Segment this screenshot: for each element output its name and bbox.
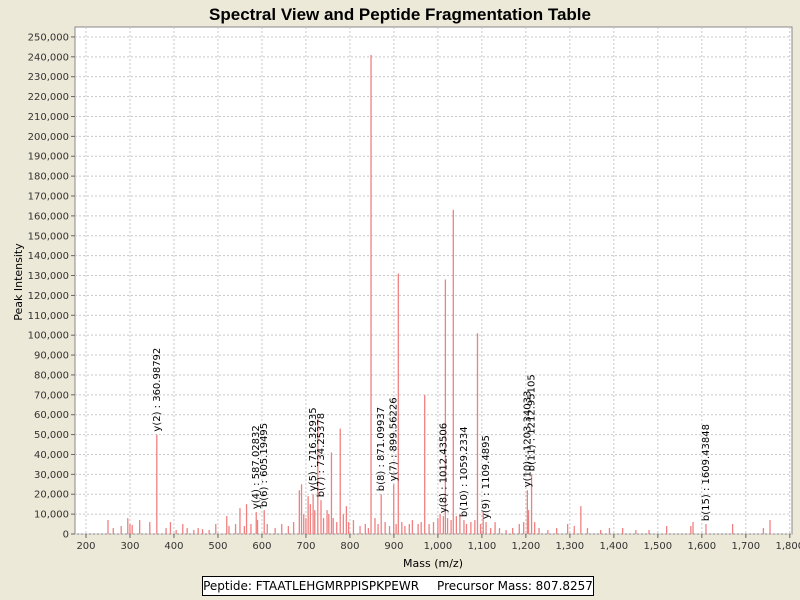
peak-annotation: b(10) : 1059.2334 (459, 426, 470, 517)
peak-annotation: b(6) : 605.19495 (259, 423, 270, 507)
peak-annotation: b(11) : 1212.95105 (527, 374, 538, 471)
peak-annotation: y(4) : 587.02832 (251, 425, 262, 509)
peak-annotation: b(8) : 871.09937 (376, 407, 387, 491)
x-tick-label: 900 (384, 541, 403, 552)
y-tick-label: 210,000 (28, 112, 69, 123)
plot-area (74, 26, 793, 535)
y-tick-label: 160,000 (28, 211, 69, 222)
peak-bars (107, 54, 771, 534)
peak-annotation: y(2) : 360.98792 (152, 348, 163, 432)
x-tick-label: 1,600 (688, 541, 717, 552)
y-tick-label: 10,000 (34, 510, 69, 521)
peak-annotation: y(9) : 1109.4895 (481, 435, 492, 519)
peptide-sequence: Peptide: FTAATLEHGMRPPISPKPEWR (203, 579, 420, 593)
y-tick-label: 200,000 (28, 132, 69, 143)
y-tick-label: 220,000 (28, 92, 69, 103)
y-tick-label: 120,000 (28, 291, 69, 302)
x-tick-label: 300 (120, 541, 139, 552)
y-tick-label: 240,000 (28, 52, 69, 63)
y-tick-label: 230,000 (28, 72, 69, 83)
y-tick-label: 0 (63, 530, 69, 541)
y-tick-label: 40,000 (34, 450, 69, 461)
y-tick-label: 170,000 (28, 192, 69, 203)
y-tick-label: 140,000 (28, 251, 69, 262)
x-tick-label: 1,200 (512, 541, 541, 552)
x-tick-label: 1,500 (644, 541, 673, 552)
y-axis: 0 10,000 20,000 30,000 40,000 50,000 60,000 70,… (28, 32, 75, 541)
x-tick-label: 1,300 (556, 541, 585, 552)
x-axis-label: Mass (m/z) (403, 557, 463, 570)
y-tick-label: 90,000 (34, 351, 69, 362)
x-tick-label: 600 (252, 541, 271, 552)
chart-title: Spectral View and Peptide Fragmentation … (209, 5, 591, 24)
y-tick-label: 150,000 (28, 231, 69, 242)
y-tick-label: 180,000 (28, 172, 69, 183)
peak-annotation: b(15) : 1609.43848 (701, 424, 712, 521)
y-tick-label: 110,000 (28, 311, 69, 322)
x-tick-label: 1,800 (775, 541, 800, 552)
x-tick-label: 400 (164, 541, 183, 552)
x-tick-label: 1,700 (731, 541, 760, 552)
x-tick-label: 500 (208, 541, 227, 552)
x-axis: 200 300 400 500 600 700 800 900 1,000 1,100 1,200 1… (76, 534, 800, 552)
y-tick-label: 70,000 (34, 390, 69, 401)
y-tick-label: 60,000 (34, 410, 69, 421)
x-tick-label: 1,400 (600, 541, 629, 552)
peak-annotation: y(10) : 1203.34033 (522, 391, 533, 488)
peak-annotation: y(5) : 716.32935 (308, 407, 319, 491)
x-tick-label: 800 (340, 541, 359, 552)
x-tick-label: 1,100 (468, 541, 497, 552)
y-tick-label: 250,000 (28, 32, 69, 43)
y-tick-label: 80,000 (34, 370, 69, 381)
peak-annotation: b(7) : 734.25378 (316, 413, 327, 497)
x-tick-label: 700 (296, 541, 315, 552)
peak-annotation: y(7) : 899.56226 (389, 397, 400, 481)
x-tick-label: 1,000 (424, 541, 453, 552)
y-tick-label: 50,000 (34, 430, 69, 441)
y-tick-label: 30,000 (34, 470, 69, 481)
y-tick-label: 20,000 (34, 490, 69, 501)
y-tick-label: 130,000 (28, 271, 69, 282)
y-tick-label: 190,000 (28, 152, 69, 163)
y-tick-label: 100,000 (28, 331, 69, 342)
y-axis-label: Peak Intensity (12, 243, 25, 321)
peptide-info-box: Peptide: FTAATLEHGMRPPISPKPEWR Precursor… (202, 576, 594, 596)
precursor-mass: Precursor Mass: 807.8257 (437, 579, 593, 593)
x-tick-label: 200 (76, 541, 95, 552)
grid (75, 27, 792, 535)
peak-annotation: y(8) : 1012.43506 (438, 423, 449, 513)
